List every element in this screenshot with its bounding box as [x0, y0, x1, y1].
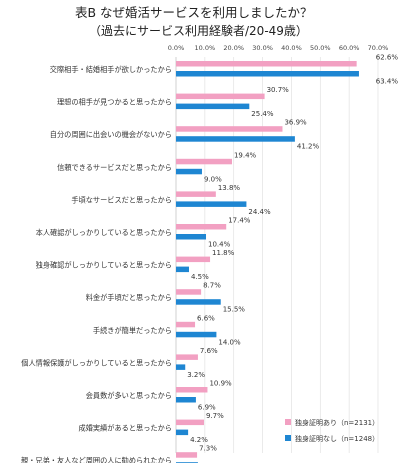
category-label: 交際相手・結婚相手が欲しかったから — [50, 65, 172, 74]
chart-title: 表B なぜ婚活サービスを利用しましたか？ — [75, 5, 313, 20]
data-label-series2: 63.4% — [376, 78, 399, 86]
legend: 独身証明あり（n=2131） 独身証明なし（n=1248） — [285, 418, 379, 443]
data-label-series2: 10.4% — [208, 241, 231, 249]
category-label: 手頃なサービスだと思ったから — [71, 195, 172, 204]
data-label-series2: 4.2% — [190, 436, 208, 444]
bar-series1 — [176, 158, 232, 165]
bar-series1 — [176, 387, 208, 393]
bar-series2 — [176, 234, 207, 240]
legend-label-series2: 独身証明なし（n=1248） — [295, 434, 379, 443]
bar-series2 — [176, 136, 295, 142]
bar-series1 — [176, 289, 202, 295]
legend-label-series1: 独身証明あり（n=2131） — [295, 418, 379, 427]
data-labels: 62.6%63.4%30.7%25.4%36.9%41.2%19.4%9.0%1… — [187, 54, 399, 453]
bar-series1 — [176, 452, 198, 458]
data-label-series2: 25.4% — [251, 110, 274, 118]
x-tick-label: 50.0% — [310, 44, 331, 52]
bar-series1 — [176, 191, 216, 197]
data-label-series1: 7.6% — [200, 347, 218, 355]
gridlines — [175, 57, 379, 453]
bar-series2 — [176, 201, 247, 207]
bar-series2 — [176, 71, 359, 77]
data-label-series1: 9.7% — [206, 412, 224, 420]
bar-series2 — [176, 103, 250, 110]
legend-swatch-series1 — [285, 419, 291, 425]
x-tick-label: 60.0% — [339, 44, 360, 52]
data-label-series1: 30.7% — [267, 86, 290, 94]
category-label: 信頼できるサービスだと思ったから — [57, 163, 172, 172]
bar-series1 — [176, 61, 357, 67]
bar-series1 — [176, 419, 204, 426]
category-label: 親・兄弟・友人など周囲の人に勧められたから — [21, 456, 172, 463]
category-label: 成婚実績があると思ったから — [79, 424, 172, 433]
x-axis-ticks: 0.0% 10.0% 20.0% 30.0% 40.0% 50.0% 60.0% 70.0% — [168, 44, 389, 52]
bar-series2 — [176, 299, 221, 305]
bar-series2 — [176, 397, 196, 403]
bar-series2 — [176, 364, 186, 370]
x-tick-label: 30.0% — [252, 44, 273, 52]
data-label-series1: 11.8% — [212, 249, 235, 257]
bars — [176, 61, 359, 463]
data-label-series1: 19.4% — [234, 151, 257, 159]
bar-series1 — [176, 354, 198, 360]
data-label-series2: 24.4% — [248, 208, 271, 216]
data-label-series1: 36.9% — [284, 119, 307, 127]
data-label-series2: 6.9% — [198, 404, 216, 412]
category-labels: 交際相手・結婚相手が欲しかったから理想の相手が見つかると思ったから自分の周囲に出… — [21, 65, 172, 463]
bar-series2 — [176, 266, 189, 273]
bar-series1 — [176, 93, 265, 100]
data-label-series2: 41.2% — [297, 143, 320, 151]
x-tick-label: 0.0% — [168, 44, 185, 52]
x-tick-label: 20.0% — [223, 44, 244, 52]
data-label-series1: 10.9% — [209, 380, 232, 388]
category-label: 独身確認がしっかりしていると思ったから — [36, 261, 172, 270]
category-label: 会員数が多いと思ったから — [86, 391, 172, 400]
data-label-series1: 7.3% — [199, 445, 217, 453]
category-label: 料金が手頃だと思ったから — [86, 293, 172, 302]
data-label-series1: 8.7% — [203, 282, 221, 290]
bar-series2 — [176, 429, 189, 436]
x-tick-label: 10.0% — [195, 44, 216, 52]
bar-series1 — [176, 321, 196, 328]
data-label-series2: 15.5% — [223, 306, 246, 314]
category-label: 本人確認がしっかりしていると思ったから — [36, 228, 172, 237]
data-label-series1: 17.4% — [228, 217, 251, 225]
x-tick-label: 40.0% — [281, 44, 302, 52]
category-label: 手続きが簡単だったから — [93, 326, 172, 335]
data-label-series2: 9.0% — [204, 175, 222, 183]
bar-series1 — [176, 126, 283, 132]
data-label-series2: 3.2% — [187, 371, 205, 379]
data-label-series2: 4.5% — [191, 273, 209, 281]
category-label: 自分の周囲に出会いの機会がないから — [50, 130, 172, 139]
bar-series1 — [176, 256, 211, 263]
bar-series2 — [176, 331, 217, 338]
chart-subtitle: （過去にサービス利用経験者/20-49歳） — [89, 23, 308, 38]
x-tick-label: 70.0% — [368, 44, 389, 52]
category-label: 個人情報保護がしっかりしていると思ったから — [21, 358, 172, 367]
data-label-series2: 14.0% — [218, 338, 241, 346]
data-label-series1: 6.6% — [197, 314, 215, 322]
bar-series1 — [176, 224, 227, 230]
bar-series2 — [176, 168, 202, 175]
data-label-series1: 13.8% — [218, 184, 241, 192]
data-label-series1: 62.6% — [376, 54, 399, 62]
category-label: 理想の相手が見つかると思ったから — [57, 98, 172, 107]
legend-swatch-series2 — [285, 435, 291, 441]
